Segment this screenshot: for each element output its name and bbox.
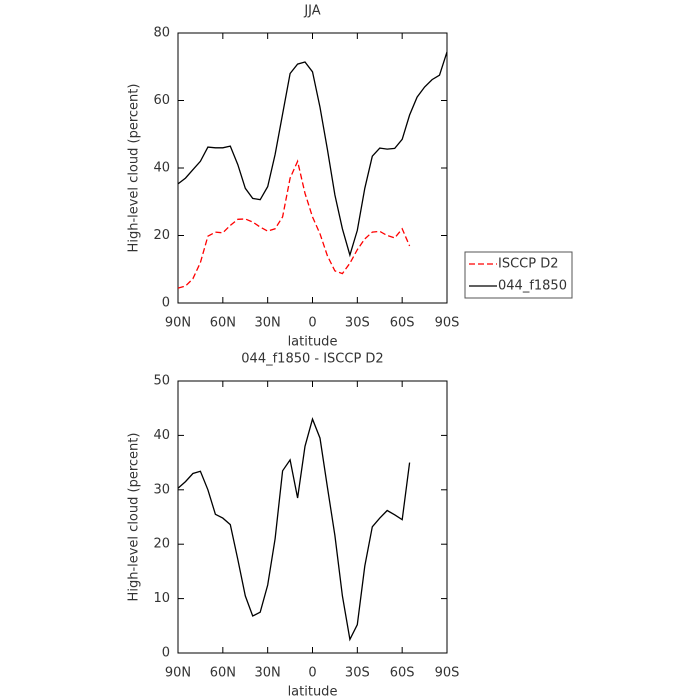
x-tick-label: 30S xyxy=(345,316,370,331)
y-tick-label: 60 xyxy=(153,93,170,108)
y-tick-label: 80 xyxy=(153,26,170,41)
legend: ISCCP D2 044_f1850 xyxy=(464,251,573,299)
legend-label: ISCCP D2 xyxy=(498,257,559,272)
legend-box xyxy=(464,251,573,299)
chart-title: JJA xyxy=(303,4,320,19)
x-tick-label: 60N xyxy=(210,316,236,331)
y-axis-label: High-level cloud (percent) xyxy=(127,84,142,253)
y-tick-label: 0 xyxy=(162,646,170,661)
x-tick-label: 90N xyxy=(165,316,191,331)
x-tick-label: 30S xyxy=(345,666,370,681)
x-tick-label: 90S xyxy=(435,666,460,681)
x-axis-label: latitude xyxy=(288,335,338,350)
chart-panel: 044_f1850 - ISCCP D2 latitude High-level c… xyxy=(127,352,460,700)
y-tick-label: 20 xyxy=(153,537,170,552)
x-tick-label: 30N xyxy=(255,666,281,681)
x-axis-label: latitude xyxy=(288,685,338,700)
x-tick-label: 60S xyxy=(390,666,415,681)
y-tick-label: 10 xyxy=(153,591,170,606)
data-line xyxy=(177,417,411,642)
chart-panel: JJA latitude High-level cloud (percent) 0 20… xyxy=(127,4,573,350)
plot-frame xyxy=(177,380,448,654)
y-tick-label: 30 xyxy=(153,482,170,497)
chart-title: 044_f1850 - ISCCP D2 xyxy=(241,352,383,367)
y-tick-label: 20 xyxy=(153,228,170,243)
y-tick-label: 40 xyxy=(153,428,170,443)
x-tick-label: 90S xyxy=(435,316,460,331)
x-tick-label: 90N xyxy=(165,666,191,681)
data-line xyxy=(177,51,448,258)
y-axis-label: High-level cloud (percent) xyxy=(127,433,142,602)
y-tick-label: 0 xyxy=(162,296,170,311)
x-tick-label: 0 xyxy=(308,666,316,681)
y-tick-label: 40 xyxy=(153,161,170,176)
x-tick-label: 60N xyxy=(210,666,236,681)
legend-label: 044_f1850 xyxy=(498,279,567,294)
x-tick-label: 60S xyxy=(390,316,415,331)
x-tick-label: 0 xyxy=(308,316,316,331)
y-tick-label: 50 xyxy=(153,374,170,389)
x-tick-label: 30N xyxy=(255,316,281,331)
data-line xyxy=(177,159,411,289)
